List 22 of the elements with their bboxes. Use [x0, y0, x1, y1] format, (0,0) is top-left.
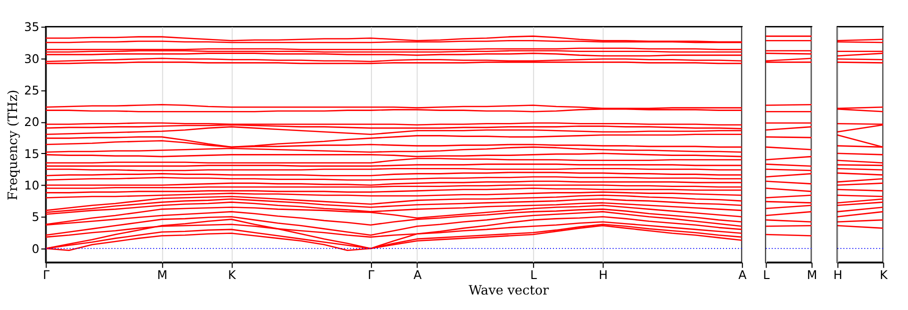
- x-tick-label: H: [598, 268, 608, 282]
- x-tick-label: A: [738, 268, 748, 282]
- x-tick-label: K: [880, 268, 889, 282]
- y-tick-label: 30: [24, 52, 40, 66]
- y-tick-label: 0: [32, 242, 40, 256]
- x-tick-label: L: [530, 268, 538, 282]
- y-tick-label: 20: [24, 115, 40, 130]
- x-tick-label: L: [762, 268, 770, 282]
- x-tick-label: H: [833, 268, 842, 282]
- x-tick-label: M: [806, 268, 818, 282]
- x-axis-title: Wave vector: [468, 284, 550, 299]
- x-tick-label: Γ: [42, 268, 50, 282]
- x-tick-label: Γ: [368, 268, 375, 282]
- y-axis-title: Frequency (THz): [6, 90, 22, 200]
- x-tick-label: K: [228, 268, 237, 282]
- y-tick-label: 25: [24, 84, 40, 98]
- y-tick-label: 15: [24, 146, 40, 161]
- y-tick-label: 35: [24, 20, 40, 34]
- x-tick-label: A: [413, 268, 422, 282]
- y-tick-label: 5: [32, 210, 40, 224]
- x-tick-label: M: [157, 268, 168, 282]
- y-tick-label: 10: [24, 178, 40, 193]
